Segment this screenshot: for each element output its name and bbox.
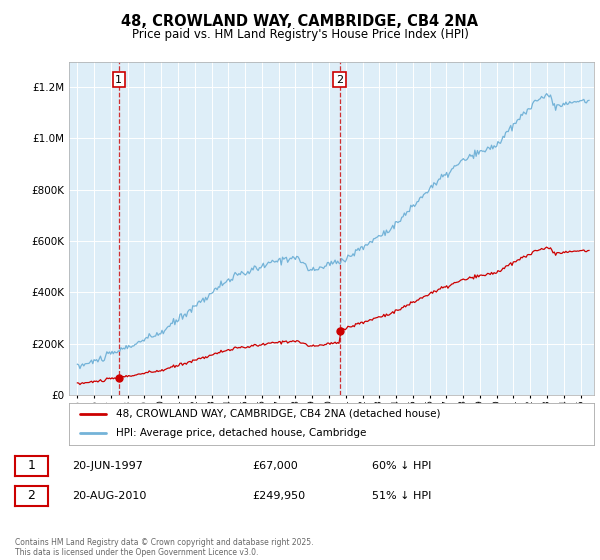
Text: 1: 1 — [115, 74, 122, 85]
Text: £249,950: £249,950 — [252, 491, 305, 501]
Text: 2: 2 — [28, 489, 35, 502]
Text: 48, CROWLAND WAY, CAMBRIDGE, CB4 2NA (detached house): 48, CROWLAND WAY, CAMBRIDGE, CB4 2NA (de… — [116, 409, 441, 419]
Text: 1: 1 — [28, 459, 35, 473]
Text: 20-AUG-2010: 20-AUG-2010 — [72, 491, 146, 501]
Text: 48, CROWLAND WAY, CAMBRIDGE, CB4 2NA: 48, CROWLAND WAY, CAMBRIDGE, CB4 2NA — [121, 14, 479, 29]
Text: 2: 2 — [336, 74, 343, 85]
Text: 51% ↓ HPI: 51% ↓ HPI — [372, 491, 431, 501]
Text: 20-JUN-1997: 20-JUN-1997 — [72, 461, 143, 471]
Text: Price paid vs. HM Land Registry's House Price Index (HPI): Price paid vs. HM Land Registry's House … — [131, 28, 469, 41]
Text: 60% ↓ HPI: 60% ↓ HPI — [372, 461, 431, 471]
Text: Contains HM Land Registry data © Crown copyright and database right 2025.
This d: Contains HM Land Registry data © Crown c… — [15, 538, 314, 557]
Text: £67,000: £67,000 — [252, 461, 298, 471]
Text: HPI: Average price, detached house, Cambridge: HPI: Average price, detached house, Camb… — [116, 428, 367, 438]
